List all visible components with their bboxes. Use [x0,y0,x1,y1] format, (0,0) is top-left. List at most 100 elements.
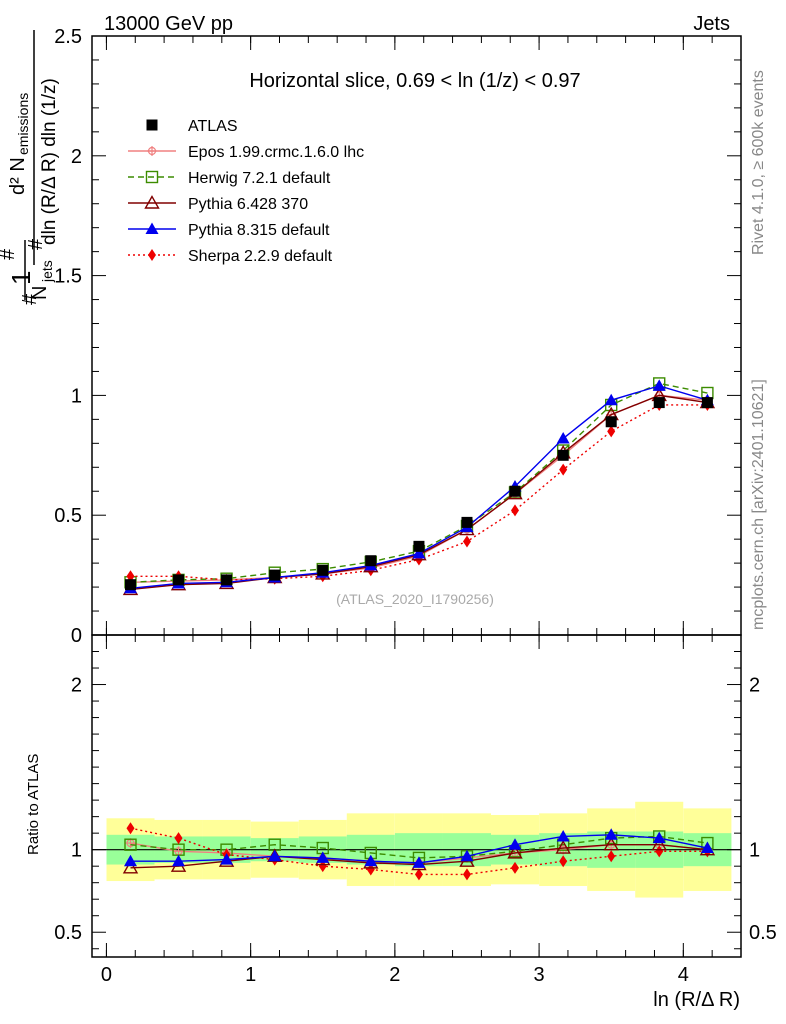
legend-entry: Epos 1.99.crmc.1.6.0 lhc [128,144,364,161]
main-y-tick-label: 1 [71,385,82,407]
legend-marker [145,170,159,184]
ratio-data-point [556,829,570,842]
ratio-data-point [603,836,619,851]
legend-entry: Pythia 6.428 370 [128,195,308,213]
ratio-series-sherpa [126,822,712,881]
main-y-tick-label: 2 [71,146,82,168]
ratio-data-point [559,855,568,868]
main-data-point [559,463,568,476]
main-y-axis-label: # 1 N jets # d² N emissions # dln (R/Δ R… [0,30,60,305]
ratio-data-point [124,854,138,867]
legend: ATLAS Epos 1.99.crmc.1.6.0 lhc Herwig 7.2.… [128,118,364,265]
ratio-data-point [652,831,666,844]
main-data-point [317,564,329,576]
ratio-y-tick-label-right: 0.5 [749,922,777,944]
main-data-point [557,449,569,461]
main-data-point [556,432,570,444]
ratio-x-tick-label: 3 [534,964,545,986]
ratio-data-point [364,854,378,867]
svg-text:#: # [25,238,47,250]
legend-label: Pythia 6.428 370 [188,196,308,213]
ratio-data-point [366,863,375,876]
legend-label: ATLAS [188,118,238,135]
main-data-point [173,574,185,586]
ratio-x-tick-label: 4 [678,964,689,986]
ratio-data-point [607,850,616,863]
process-label: Jets [693,13,730,35]
svg-text:N: N [29,286,51,300]
ratio-data-point [268,849,282,862]
ratio-panel: 0.5 0.5 1 1 2 2 0 1 2 3 4 [54,634,777,986]
ratio-data-point [126,822,135,835]
ratio-data-point [651,836,667,851]
ratio-series-pythia [124,828,714,868]
ratio-y-tick-label-left: 0.5 [54,922,82,944]
ratio-data-point [174,832,183,845]
ratio-y-axis-label: Ratio to ATLAS [25,754,42,855]
legend-entry: ATLAS [146,118,238,135]
ratio-data-point [655,845,664,858]
ratio-data-point [511,861,520,874]
ratio-y-tick-label-left: 2 [71,675,82,697]
ratio-data-point [414,868,423,881]
ratio-data-point [412,856,426,868]
energy-label: 13000 GeV pp [104,13,233,35]
ratio-data-point [507,845,523,859]
ratio-data-point [555,840,571,854]
legend-label: Pythia 8.315 default [188,222,330,239]
ratio-y-tick-label-right: 2 [749,675,760,697]
main-series-atlas [125,397,713,591]
ratio-data-point [508,838,522,850]
legend-entry: Herwig 7.2.1 default [128,170,331,187]
ratio-data-point [700,841,714,854]
ratio-frame [91,634,742,958]
legend-entry: Sherpa 2.2.9 default [128,248,333,265]
svg-text:d² N: d² N [7,157,29,195]
svg-text:jets: jets [39,260,55,283]
main-data-point [365,555,377,567]
ratio-y-tick-label-left: 1 [71,840,82,862]
legend-marker [147,146,157,156]
legend-marker [144,195,160,209]
ratio-x-tick-label: 1 [245,964,256,986]
legend-label: Herwig 7.2.1 default [188,170,331,187]
ratio-data-point [462,868,471,881]
main-data-point [653,397,665,409]
analysis-watermark: (ATLAS_2020_I1790256) [336,591,494,607]
main-panel: 0 0.5 1 1.5 2 2.5 [54,26,742,647]
main-y-tick-label: 0 [71,625,82,647]
legend-marker [148,249,156,261]
legend-label: Epos 1.99.crmc.1.6.0 lhc [188,144,364,161]
main-data-point [269,569,281,581]
main-data-point [412,547,426,559]
main-data-point [607,425,616,438]
mcplots-label: mcplots.cern.ch [arXiv:2401.10621] [750,379,767,630]
main-data-point [605,416,617,428]
ratio-data-point [318,860,327,873]
ratio-data-point [220,853,234,865]
main-data-point [461,516,473,528]
ratio-data-point [604,828,618,840]
main-data-point [604,393,618,406]
main-data-point [701,397,713,409]
main-data-point [221,574,233,586]
legend-marker [145,222,159,234]
main-data-point [413,540,425,552]
main-data-point [652,379,666,391]
svg-text:#: # [0,248,19,260]
ratio-data-point [172,854,186,867]
main-y-tick-label: 0.5 [54,505,82,527]
ratio-data-point [124,838,137,851]
ratio-data-point [460,849,474,862]
legend-entry: Pythia 8.315 default [128,222,330,239]
main-y-tick-label: 1.5 [54,266,82,288]
ratio-y-tick-label-right: 1 [749,840,760,862]
svg-text:1: 1 [6,271,36,285]
ratio-x-tick-label: 2 [389,964,400,986]
svg-text:dln (R/Δ R) dln (1/z): dln (R/Δ R) dln (1/z) [39,78,60,245]
main-data-point [511,504,520,517]
main-data-point [462,535,471,548]
ratio-x-tick-label: 0 [101,964,112,986]
x-axis-label: ln (R/Δ R) [653,989,740,1011]
